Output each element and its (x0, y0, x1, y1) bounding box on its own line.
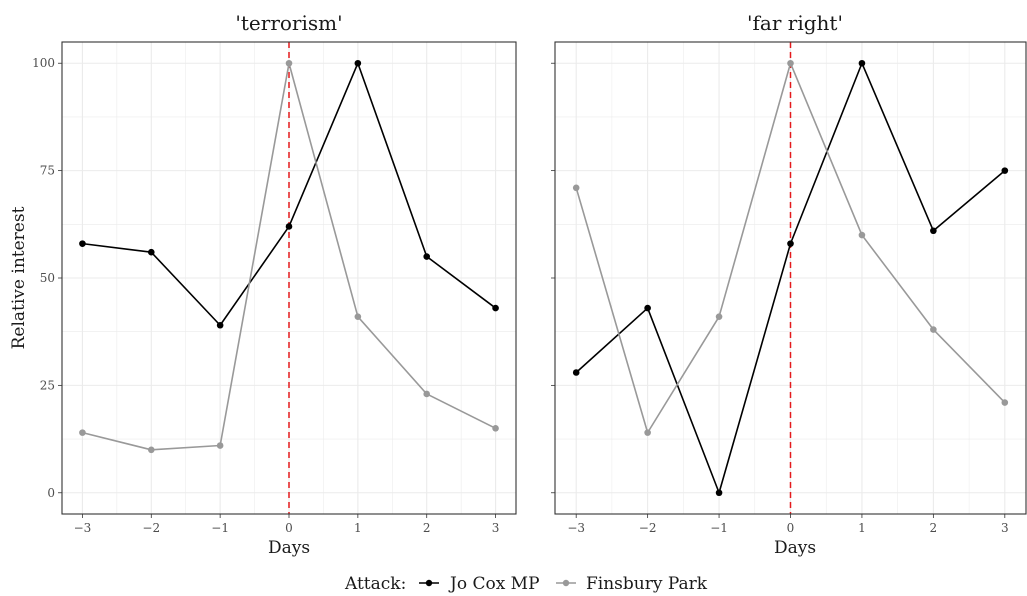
legend-label: Jo Cox MP (448, 574, 540, 594)
data-point-finsbury-park (147, 446, 155, 454)
data-point-jo-cox-mp (572, 369, 580, 376)
data-point-jo-cox-mp (147, 248, 155, 256)
legend-item-finsbury-park: Finsbury Park (556, 574, 708, 594)
x-tick-label: −1 (211, 521, 229, 535)
data-point-finsbury-park (572, 184, 580, 192)
data-point-jo-cox-mp (354, 59, 362, 67)
data-point-finsbury-park (492, 425, 499, 432)
data-point-finsbury-park (79, 429, 86, 436)
data-point-jo-cox-mp (492, 304, 499, 312)
x-tick-label: 3 (492, 521, 500, 535)
x-tick-label: −2 (639, 521, 657, 535)
y-axis-title: Relative interest (9, 206, 29, 349)
y-tick-label: 100 (32, 56, 55, 70)
x-tick-label: 0 (285, 521, 293, 535)
x-tick-label: −1 (710, 521, 728, 535)
panel-border (554, 41, 1027, 515)
legend-key-point (562, 579, 570, 587)
panel-far-right: 'far right' Days −3 −2 −1 0 1 2 3 (551, 11, 1027, 558)
data-point-jo-cox-mp (858, 59, 866, 67)
x-tick-label: 2 (930, 521, 938, 535)
legend-label: Finsbury Park (586, 574, 708, 594)
y-tick-label: 75 (40, 164, 55, 178)
panel-border (61, 41, 517, 515)
data-point-jo-cox-mp (79, 240, 86, 247)
x-tick-label: −3 (567, 521, 585, 535)
data-point-finsbury-park (423, 390, 431, 398)
x-tick-label: 1 (354, 521, 362, 535)
y-tick-label: 50 (40, 271, 55, 285)
data-point-jo-cox-mp (644, 304, 651, 312)
data-point-jo-cox-mp (930, 227, 937, 235)
panel-title: 'far right' (747, 11, 843, 35)
data-point-finsbury-park (354, 313, 362, 320)
data-point-jo-cox-mp (216, 321, 224, 329)
panel-terrorism: 'terrorism' Days −3 −2 −1 0 1 2 3 0 25 50 75 100 (32, 11, 517, 558)
legend-key-point (425, 579, 433, 587)
x-tick-label: −3 (74, 521, 92, 535)
x-axis-title: Days (774, 538, 816, 558)
x-tick-label: −2 (142, 521, 160, 535)
x-tick-label: 2 (423, 521, 431, 535)
data-point-finsbury-park (858, 231, 866, 239)
data-point-jo-cox-mp (1001, 167, 1009, 174)
x-axis-title: Days (268, 538, 310, 558)
data-point-finsbury-park (216, 442, 224, 449)
x-tick-label: 0 (787, 521, 795, 535)
y-tick-label: 0 (47, 486, 55, 500)
data-point-jo-cox-mp (787, 240, 794, 247)
data-point-jo-cox-mp (423, 253, 431, 260)
legend-item-jo-cox: Jo Cox MP (419, 574, 540, 594)
legend-title: Attack: (344, 574, 406, 594)
x-tick-label: 3 (1001, 521, 1009, 535)
data-point-finsbury-park (930, 326, 937, 333)
panel-title: 'terrorism' (235, 11, 342, 35)
legend: Attack: Jo Cox MP Finsbury Park (344, 574, 708, 594)
y-tick-label: 25 (40, 378, 55, 392)
x-tick-label: 1 (858, 521, 866, 535)
data-point-finsbury-park (715, 313, 723, 320)
data-point-jo-cox-mp (285, 223, 293, 230)
data-point-finsbury-park (644, 429, 651, 436)
data-point-finsbury-park (285, 59, 293, 67)
data-point-finsbury-park (787, 59, 794, 67)
data-point-finsbury-park (1001, 399, 1009, 406)
data-point-jo-cox-mp (715, 489, 723, 497)
